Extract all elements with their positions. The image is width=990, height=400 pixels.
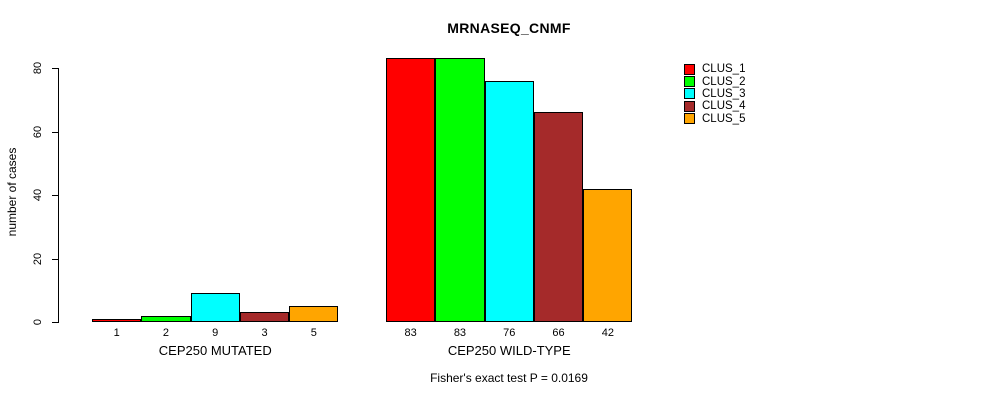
bar-clus-5-cep250-wild-type [583,188,633,322]
y-axis-tick [52,68,58,69]
bar-clus-1-cep250-wild-type [386,58,436,322]
y-axis-tick [52,322,58,323]
group-label-cep250-wild-type: CEP250 WILD-TYPE [447,343,571,358]
y-axis-tick-label: 0 [32,318,44,326]
legend-item-clus-3: CLUS_3 [684,88,745,100]
legend-label: CLUS_4 [702,100,746,113]
bar-clus-4-cep250-wild-type [533,112,584,322]
legend: CLUS_1 CLUS_2 CLUS_3 CLUS_4 CLUS_5 [684,63,745,125]
legend-item-clus-4: CLUS_4 [684,100,745,112]
bar-clus-2-cep250-mutated [141,315,191,322]
bar-clus-5-cep250-mutated [289,306,339,322]
legend-swatch-clus-5 [684,113,695,125]
bar-value-label: 66 [552,327,565,339]
bar-clus-3-cep250-wild-type [484,80,534,322]
legend-swatch-clus-1 [684,63,695,75]
bar-value-label: 76 [503,327,516,339]
legend-swatch-clus-4 [684,100,695,112]
legend-swatch-clus-2 [684,76,695,88]
chart-title: MRNASEQ_CNMF [447,20,571,36]
y-axis-tick-label: 40 [32,188,44,202]
bar-clus-4-cep250-mutated [239,312,290,322]
legend-label: CLUS_3 [702,87,746,100]
bar-value-label: 1 [113,327,120,339]
y-axis-tick [52,258,58,260]
bar-clus-1-cep250-mutated [92,318,142,322]
caption-fishers-test: Fisher's exact test P = 0.0169 [430,371,588,385]
bar-value-label: 5 [310,327,317,339]
bar-value-label: 42 [601,327,614,339]
y-axis-label: number of cases [5,147,19,237]
y-axis-tick [52,131,58,133]
legend-swatch-clus-3 [684,88,695,100]
y-axis-tick-label: 80 [32,61,44,75]
bar-clus-2-cep250-wild-type [435,58,485,322]
bar-value-label: 83 [404,327,417,339]
bar-value-label: 2 [162,327,169,339]
bar-value-label: 9 [212,327,219,339]
y-axis-tick [52,195,58,196]
bar-value-label: 83 [453,327,467,339]
legend-item-clus-1: CLUS_1 [684,63,745,75]
group-label-cep250-mutated: CEP250 MUTATED [158,343,272,358]
legend-label: CLUS_5 [702,112,746,125]
y-axis-tick-label: 20 [32,252,44,265]
legend-label: CLUS_1 [702,63,746,76]
legend-item-clus-5: CLUS_5 [684,113,745,125]
y-axis-tick-label: 60 [32,125,44,138]
bar-value-label: 3 [261,327,268,339]
legend-item-clus-2: CLUS_2 [684,75,746,88]
bar-clus-3-cep250-mutated [190,293,240,322]
y-axis-line [58,68,59,323]
legend-label: CLUS_2 [702,75,746,88]
